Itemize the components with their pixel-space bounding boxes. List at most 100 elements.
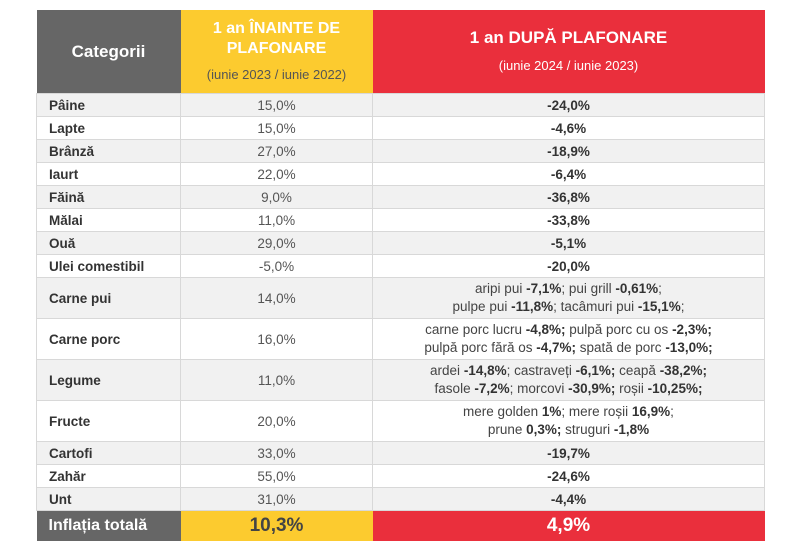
after-value-cell: -24,6%	[373, 465, 765, 488]
after-value-cell: -19,7%	[373, 442, 765, 465]
item-label: ; mere roșii	[561, 404, 632, 419]
after-value-cell: -33,8%	[373, 209, 765, 232]
before-value-cell: 55,0%	[181, 465, 373, 488]
after-value-cell: -20,0%	[373, 255, 765, 278]
item-label: pulpă porc cu os	[565, 322, 672, 337]
after-details-cell: aripi pui -7,1%; pui grill -0,61%;pulpe …	[373, 278, 765, 319]
header-before-title: 1 an ÎNAINTE DE PLAFONARE	[213, 20, 340, 57]
category-cell: Pâine	[37, 94, 181, 117]
change-value: -14,8%	[464, 363, 507, 378]
item-label: ;	[681, 299, 685, 314]
before-value-cell: 9,0%	[181, 186, 373, 209]
inflation-comparison-table: Categorii 1 an ÎNAINTE DE PLAFONARE (iun…	[36, 10, 765, 541]
item-label: mere golden	[463, 404, 542, 419]
total-label: Inflația totală	[37, 511, 181, 541]
change-value: -2,3%;	[672, 322, 712, 337]
after-value-cell: -4,6%	[373, 117, 765, 140]
table-row: Ulei comestibil-5,0%-20,0%	[37, 255, 765, 278]
before-value-cell: 11,0%	[181, 209, 373, 232]
header-after-title: 1 an DUPĂ PLAFONARE	[470, 28, 667, 47]
before-value-cell: 20,0%	[181, 401, 373, 442]
category-cell: Iaurt	[37, 163, 181, 186]
item-label: ; castraveți	[507, 363, 576, 378]
category-cell: Legume	[37, 360, 181, 401]
category-cell: Ulei comestibil	[37, 255, 181, 278]
change-value: -4,8%;	[526, 322, 566, 337]
item-label: aripi pui	[475, 281, 526, 296]
after-value-cell: -18,9%	[373, 140, 765, 163]
header-row: Categorii 1 an ÎNAINTE DE PLAFONARE (iun…	[37, 10, 765, 94]
category-cell: Cartofi	[37, 442, 181, 465]
before-value-cell: 29,0%	[181, 232, 373, 255]
change-value: -10,25%;	[648, 381, 703, 396]
before-value-cell: -5,0%	[181, 255, 373, 278]
header-before: 1 an ÎNAINTE DE PLAFONARE (iunie 2023 / …	[181, 10, 373, 94]
after-value-cell: -36,8%	[373, 186, 765, 209]
change-value: -30,9%;	[568, 381, 615, 396]
before-value-cell: 15,0%	[181, 117, 373, 140]
details-line: mere golden 1%; mere roșii 16,9%;	[373, 403, 764, 421]
item-label: spată de porc	[576, 340, 665, 355]
item-label: pulpe pui	[453, 299, 512, 314]
header-before-period: (iunie 2023 / iunie 2022)	[181, 65, 373, 85]
item-label: ;	[658, 281, 662, 296]
details-line: pulpă porc fără os -4,7%; spată de porc …	[373, 339, 764, 357]
item-label: carne porc lucru	[425, 322, 526, 337]
change-value: -11,8%	[511, 299, 553, 314]
details-line: aripi pui -7,1%; pui grill -0,61%;	[373, 280, 764, 298]
after-value-cell: -6,4%	[373, 163, 765, 186]
header-after: 1 an DUPĂ PLAFONARE (iunie 2024 / iunie …	[373, 10, 765, 94]
category-cell: Lapte	[37, 117, 181, 140]
change-value: -13,0%;	[665, 340, 712, 355]
before-value-cell: 27,0%	[181, 140, 373, 163]
category-cell: Carne pui	[37, 278, 181, 319]
after-value-cell: -4,4%	[373, 488, 765, 511]
category-cell: Făină	[37, 186, 181, 209]
item-label: fasole	[435, 381, 475, 396]
change-value: -15,1%	[638, 299, 681, 314]
item-label: ;	[670, 404, 674, 419]
before-value-cell: 33,0%	[181, 442, 373, 465]
item-label: ceapă	[615, 363, 659, 378]
before-value-cell: 31,0%	[181, 488, 373, 511]
item-label: ; pui grill	[561, 281, 615, 296]
details-line: fasole -7,2%; morcovi -30,9%; roșii -10,…	[373, 380, 764, 398]
after-details-cell: ardei -14,8%; castraveți -6,1%; ceapă -3…	[373, 360, 765, 401]
after-details-cell: carne porc lucru -4,8%; pulpă porc cu os…	[373, 319, 765, 360]
category-cell: Unt	[37, 488, 181, 511]
details-line: ardei -14,8%; castraveți -6,1%; ceapă -3…	[373, 362, 764, 380]
category-cell: Carne porc	[37, 319, 181, 360]
category-cell: Ouă	[37, 232, 181, 255]
before-value-cell: 15,0%	[181, 94, 373, 117]
change-value: -4,7%;	[536, 340, 576, 355]
category-cell: Fructe	[37, 401, 181, 442]
details-line: prune 0,3%; struguri -1,8%	[373, 421, 764, 439]
item-label: ; tacâmuri pui	[553, 299, 638, 314]
total-before-value: 10,3%	[181, 511, 373, 541]
change-value: -6,1%;	[576, 363, 616, 378]
after-value-cell: -5,1%	[373, 232, 765, 255]
total-after-value: 4,9%	[373, 511, 765, 541]
before-value-cell: 11,0%	[181, 360, 373, 401]
change-value: 1%	[542, 404, 562, 419]
change-value: -7,1%	[526, 281, 561, 296]
category-cell: Brânză	[37, 140, 181, 163]
item-label: ; morcovi	[510, 381, 569, 396]
header-after-period: (iunie 2024 / iunie 2023)	[373, 55, 765, 77]
change-value: -1,8%	[614, 422, 649, 437]
before-value-cell: 16,0%	[181, 319, 373, 360]
before-value-cell: 22,0%	[181, 163, 373, 186]
